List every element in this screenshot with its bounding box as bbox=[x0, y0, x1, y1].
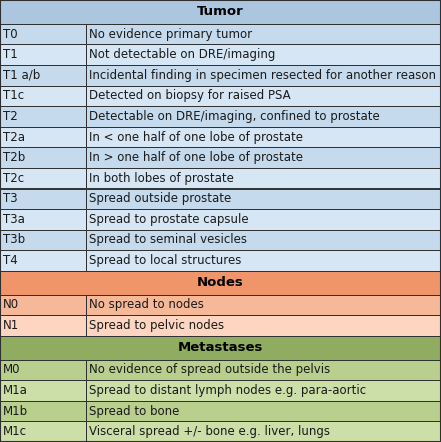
Bar bbox=[86, 421, 441, 442]
Text: Spread to local structures: Spread to local structures bbox=[89, 254, 241, 267]
Bar bbox=[86, 315, 441, 336]
Bar bbox=[0, 24, 86, 44]
Text: Visceral spread +/- bone e.g. liver, lungs: Visceral spread +/- bone e.g. liver, lun… bbox=[89, 425, 330, 438]
Text: T3a: T3a bbox=[3, 213, 25, 226]
Text: No spread to nodes: No spread to nodes bbox=[89, 298, 204, 312]
Bar bbox=[86, 65, 441, 86]
Text: T3b: T3b bbox=[3, 233, 25, 247]
Text: T2c: T2c bbox=[3, 171, 24, 185]
Text: M0: M0 bbox=[3, 363, 20, 377]
Text: Incidental finding in specimen resected for another reason: Incidental finding in specimen resected … bbox=[89, 69, 436, 82]
Text: T2: T2 bbox=[3, 110, 18, 123]
Bar bbox=[86, 86, 441, 106]
Bar bbox=[86, 209, 441, 230]
Bar bbox=[86, 380, 441, 401]
Text: N0: N0 bbox=[3, 298, 19, 312]
Bar bbox=[0, 209, 86, 230]
Text: In > one half of one lobe of prostate: In > one half of one lobe of prostate bbox=[89, 151, 303, 164]
Bar bbox=[0, 86, 86, 106]
Text: T2a: T2a bbox=[3, 130, 25, 144]
Text: Detected on biopsy for raised PSA: Detected on biopsy for raised PSA bbox=[89, 89, 291, 103]
Bar bbox=[86, 295, 441, 315]
Text: Detectable on DRE/imaging, confined to prostate: Detectable on DRE/imaging, confined to p… bbox=[89, 110, 380, 123]
Text: Spread outside prostate: Spread outside prostate bbox=[89, 192, 231, 205]
Text: In both lobes of prostate: In both lobes of prostate bbox=[89, 171, 234, 185]
Bar bbox=[0, 360, 86, 380]
Bar bbox=[0, 336, 441, 360]
Bar bbox=[86, 360, 441, 380]
Bar bbox=[86, 106, 441, 127]
Text: T1: T1 bbox=[3, 48, 18, 61]
Bar bbox=[0, 230, 86, 250]
Text: T2b: T2b bbox=[3, 151, 25, 164]
Bar bbox=[0, 315, 86, 336]
Bar bbox=[0, 147, 86, 168]
Bar bbox=[86, 127, 441, 147]
Bar bbox=[0, 65, 86, 86]
Bar bbox=[0, 401, 86, 421]
Bar bbox=[86, 147, 441, 168]
Text: M1c: M1c bbox=[3, 425, 27, 438]
Text: No evidence primary tumor: No evidence primary tumor bbox=[89, 27, 252, 41]
Bar bbox=[0, 168, 86, 188]
Text: Spread to prostate capsule: Spread to prostate capsule bbox=[89, 213, 249, 226]
Text: T3: T3 bbox=[3, 192, 18, 205]
Bar bbox=[0, 380, 86, 401]
Text: Nodes: Nodes bbox=[197, 276, 244, 289]
Text: Spread to distant lymph nodes e.g. para-aortic: Spread to distant lymph nodes e.g. para-… bbox=[89, 384, 366, 397]
Text: In < one half of one lobe of prostate: In < one half of one lobe of prostate bbox=[89, 130, 303, 144]
Text: Spread to pelvic nodes: Spread to pelvic nodes bbox=[89, 319, 224, 332]
Bar bbox=[0, 421, 86, 442]
Bar bbox=[0, 295, 86, 315]
Text: Metastases: Metastases bbox=[178, 341, 263, 354]
Text: Not detectable on DRE/imaging: Not detectable on DRE/imaging bbox=[89, 48, 275, 61]
Bar bbox=[86, 230, 441, 250]
Bar bbox=[86, 168, 441, 188]
Text: Spread to bone: Spread to bone bbox=[89, 404, 179, 418]
Text: T4: T4 bbox=[3, 254, 18, 267]
Bar bbox=[86, 401, 441, 421]
Text: T0: T0 bbox=[3, 27, 18, 41]
Bar bbox=[0, 127, 86, 147]
Bar bbox=[0, 188, 86, 209]
Text: T1 a/b: T1 a/b bbox=[3, 69, 40, 82]
Bar bbox=[86, 250, 441, 271]
Bar bbox=[0, 44, 86, 65]
Bar bbox=[86, 188, 441, 209]
Bar bbox=[86, 24, 441, 44]
Bar bbox=[0, 250, 86, 271]
Text: M1a: M1a bbox=[3, 384, 28, 397]
Text: Tumor: Tumor bbox=[197, 5, 244, 19]
Bar bbox=[0, 0, 441, 24]
Bar bbox=[0, 271, 441, 295]
Text: No evidence of spread outside the pelvis: No evidence of spread outside the pelvis bbox=[89, 363, 330, 377]
Bar bbox=[0, 106, 86, 127]
Text: M1b: M1b bbox=[3, 404, 28, 418]
Text: Spread to seminal vesicles: Spread to seminal vesicles bbox=[89, 233, 247, 247]
Text: T1c: T1c bbox=[3, 89, 24, 103]
Bar bbox=[86, 44, 441, 65]
Text: N1: N1 bbox=[3, 319, 19, 332]
